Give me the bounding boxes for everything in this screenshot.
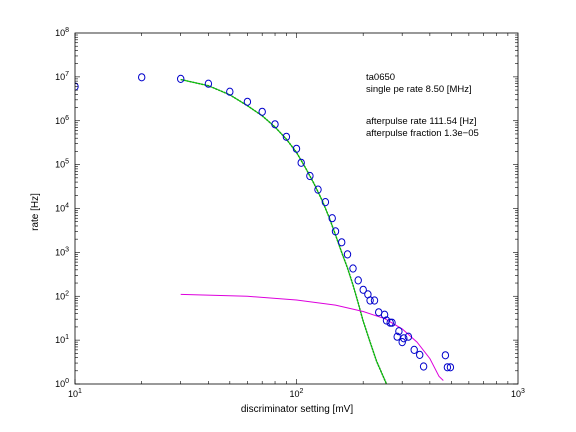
data-point <box>306 171 314 181</box>
y-tick-label: 107 <box>55 71 69 82</box>
data-point <box>226 87 234 96</box>
data-point <box>349 264 357 273</box>
fit-line-main-shadow <box>180 78 388 384</box>
annotation-afterpulse-fraction: afterpulse fraction 1.3e−05 <box>366 128 479 139</box>
data-point <box>343 250 352 259</box>
data-point <box>416 350 424 359</box>
data-point <box>338 238 346 247</box>
y-tick-label: 101 <box>55 334 69 345</box>
data-point <box>354 276 362 285</box>
data-point <box>138 73 146 82</box>
data-point <box>359 285 367 294</box>
y-tick-label: 108 <box>55 27 69 38</box>
y-tick-label: 100 <box>55 378 69 389</box>
data-point <box>292 144 301 153</box>
y-tick-label: 106 <box>55 115 69 126</box>
data-point <box>271 120 279 129</box>
data-point <box>404 332 413 341</box>
fit-line-fit-afterpulse <box>180 293 444 381</box>
data-point <box>314 185 322 194</box>
fit-line-fit-main <box>180 79 387 384</box>
data-point <box>446 363 455 372</box>
x-axis-label: discriminator setting [mV] <box>241 404 353 415</box>
y-tick-label: 105 <box>55 159 69 170</box>
data-point <box>297 158 305 167</box>
data-point <box>328 214 336 223</box>
data-point <box>380 310 389 319</box>
data-point <box>366 296 374 305</box>
x-tick-label: 103 <box>511 388 525 399</box>
data-point <box>419 362 428 371</box>
data-point <box>441 351 450 360</box>
data-point <box>370 296 379 305</box>
annotation-single-pe-rate: single pe rate 8.50 [MHz] <box>366 84 472 95</box>
data-point <box>177 74 185 84</box>
data-point <box>400 334 408 343</box>
x-tick-label: 102 <box>290 388 304 399</box>
annotation-tube-id: ta0650 <box>366 72 395 83</box>
y-tick-label: 102 <box>55 290 69 301</box>
data-point <box>395 327 403 336</box>
data-point <box>410 345 418 354</box>
data-point <box>204 79 213 88</box>
data-point <box>258 107 266 116</box>
y-axis-label: rate [Hz] <box>30 193 41 231</box>
data-point <box>321 198 330 207</box>
data-point <box>443 363 452 372</box>
y-tick-label: 104 <box>55 203 69 214</box>
x-tick-label: 101 <box>68 388 82 399</box>
annotation-afterpulse-rate: afterpulse rate 111.54 [Hz] <box>366 116 477 127</box>
data-point <box>388 318 396 327</box>
data-point <box>243 97 252 106</box>
data-point <box>331 227 340 236</box>
series-layer <box>75 73 455 384</box>
data-point <box>282 132 291 141</box>
axes-layer <box>74 32 519 385</box>
y-tick-label: 103 <box>55 246 69 257</box>
